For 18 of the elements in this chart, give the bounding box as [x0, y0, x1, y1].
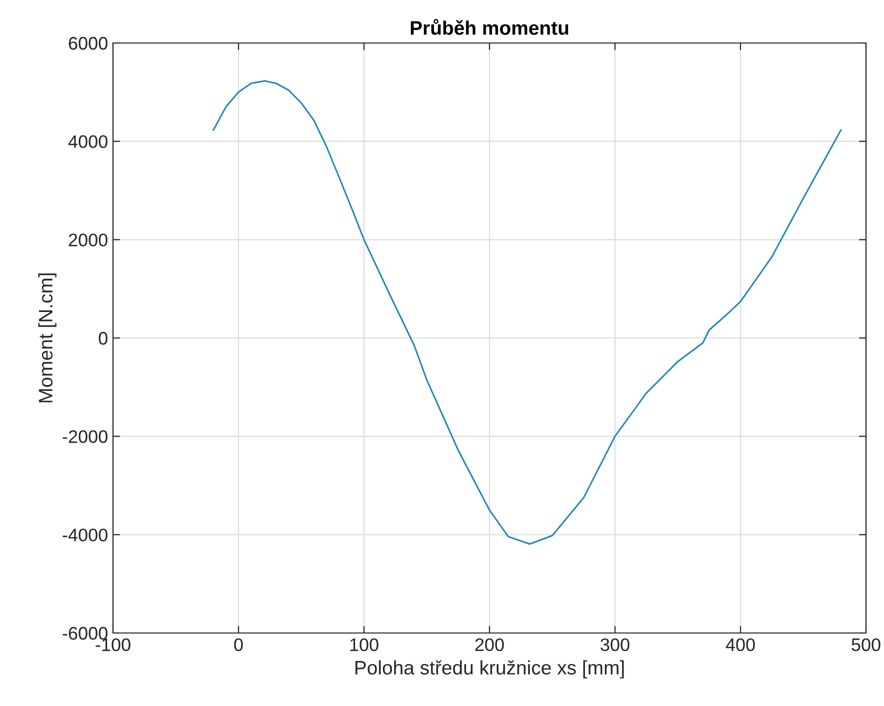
x-tick-label: 500 — [852, 638, 880, 652]
x-tick-label: 100 — [350, 638, 378, 652]
y-tick-label: 6000 — [68, 36, 108, 50]
y-tick-label: 4000 — [68, 135, 108, 148]
x-tick-label: 300 — [600, 638, 630, 652]
y-axis-title: Moment [N.cm] — [38, 273, 56, 402]
y-tick-label: -2000 — [62, 430, 108, 444]
x-tick-label: 200 — [475, 638, 504, 652]
x-tick-label: -100 — [96, 638, 130, 652]
y-tick-label: 0 — [98, 332, 108, 345]
y-tick-label: -6000 — [62, 626, 108, 640]
x-axis-title: Poloha středu kružnice xs [mm] — [355, 660, 624, 678]
x-tick-label: 400 — [726, 638, 755, 652]
chart-title: Průběh momentu — [410, 19, 568, 35]
y-tick-label: -4000 — [62, 528, 108, 542]
x-tick-label: 0 — [234, 638, 243, 652]
line-series — [212, 80, 842, 545]
y-tick-label: 2000 — [68, 234, 108, 246]
